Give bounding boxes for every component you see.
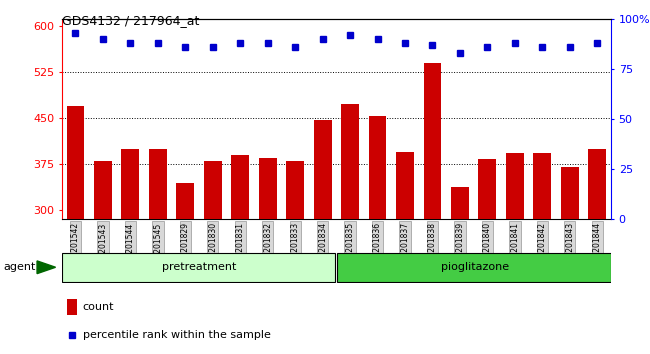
Text: pretreatment: pretreatment — [162, 262, 236, 272]
Bar — [534, 153, 551, 219]
Bar — [506, 153, 524, 219]
Text: agent: agent — [3, 262, 36, 272]
Bar — [231, 155, 249, 219]
Bar — [94, 161, 112, 219]
Bar — [341, 104, 359, 219]
Bar — [176, 183, 194, 219]
Polygon shape — [37, 261, 56, 274]
Bar — [588, 149, 606, 219]
FancyBboxPatch shape — [62, 253, 335, 282]
Bar — [149, 149, 167, 219]
Bar — [369, 116, 387, 219]
Bar — [67, 299, 77, 315]
Bar — [314, 120, 332, 219]
Bar — [259, 158, 277, 219]
Text: count: count — [83, 302, 114, 313]
Bar — [122, 149, 139, 219]
Bar — [66, 105, 84, 219]
Bar — [451, 188, 469, 219]
Text: GDS4132 / 217964_at: GDS4132 / 217964_at — [62, 14, 199, 27]
Bar — [204, 161, 222, 219]
Bar — [424, 63, 441, 219]
Bar — [478, 159, 497, 219]
Bar — [396, 152, 414, 219]
Text: percentile rank within the sample: percentile rank within the sample — [83, 330, 270, 339]
Bar — [286, 161, 304, 219]
Bar — [561, 167, 579, 219]
Text: pioglitazone: pioglitazone — [441, 262, 509, 272]
FancyBboxPatch shape — [337, 253, 611, 282]
